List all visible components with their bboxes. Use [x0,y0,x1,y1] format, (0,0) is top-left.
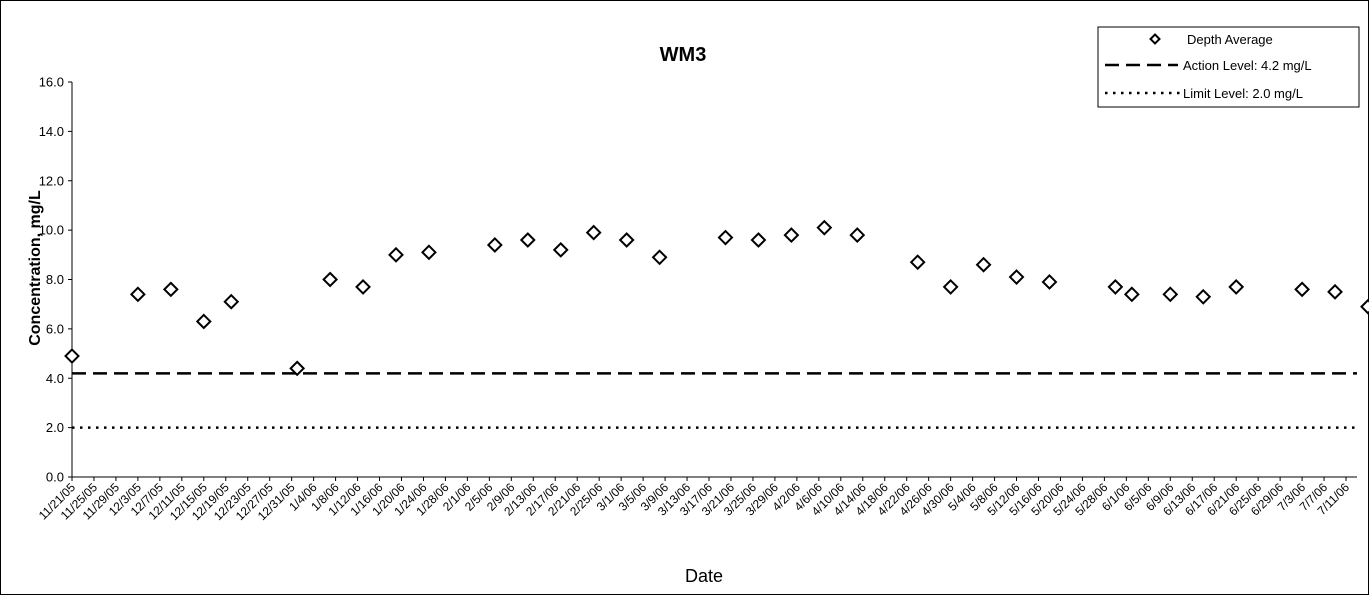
data-point-diamond [552,241,569,258]
data-point-diamond [421,244,437,261]
y-tick-label: 8.0 [46,272,64,287]
y-tick-label: 4.0 [46,371,64,386]
data-point-diamond [1041,274,1058,290]
data-point-diamond [486,237,503,253]
y-tick-label: 12.0 [39,173,64,188]
data-point-diamond [1228,278,1245,295]
data-point-diamond [64,348,80,364]
data-point-diamond [1107,278,1124,295]
data-point-diamond [1294,281,1311,298]
data-point-diamond [618,232,635,248]
data-point-diamond [585,224,602,241]
data-point-diamond [1195,288,1212,305]
data-point-diamond [223,293,240,310]
legend-label-limit-level: Limit Level: 2.0 mg/L [1183,86,1303,101]
data-point-diamond [1123,286,1140,303]
data-point-diamond [909,254,926,271]
data-point-diamond [750,232,767,248]
x-axis-title: Date [685,566,723,586]
legend-label-action-level: Action Level: 4.2 mg/L [1183,58,1312,73]
data-point-diamond [1360,298,1369,315]
legend-label-depth-average: Depth Average [1187,32,1273,47]
data-point-diamond [322,271,339,288]
data-point-diamond [816,219,833,236]
data-point-diamond [942,278,959,295]
data-point-diamond [519,232,536,248]
data-point-diamond [355,278,371,295]
data-point-diamond [1162,286,1179,303]
data-point-diamond [162,281,179,298]
data-point-diamond [975,256,992,273]
y-axis-title: Concentration, mg/L [27,190,44,346]
data-point-diamond [651,249,668,266]
data-point-diamond [1327,283,1343,300]
legend-box [1097,26,1360,108]
y-tick-label: 2.0 [46,420,64,435]
data-point-diamond [388,246,404,263]
data-point-diamond [195,313,212,330]
data-point-diamond [1008,269,1025,285]
data-point-diamond [849,227,866,243]
legend: Depth Average Action Level: 4.2 mg/L Lim… [1097,26,1360,108]
y-tick-label: 16.0 [39,75,64,90]
y-tick-label: 14.0 [39,124,64,139]
legend-diamond-marker [1149,33,1161,45]
chart-title: WM3 [660,44,707,66]
plot-area: 0.02.04.06.08.010.012.014.016.011/21/051… [36,75,1369,523]
y-tick-label: 6.0 [46,321,64,336]
data-point-diamond [129,286,146,303]
data-point-diamond [289,360,306,377]
data-point-diamond [717,229,734,246]
y-tick-label: 0.0 [46,470,64,485]
y-tick-label: 10.0 [39,223,64,238]
data-point-diamond [783,227,800,243]
